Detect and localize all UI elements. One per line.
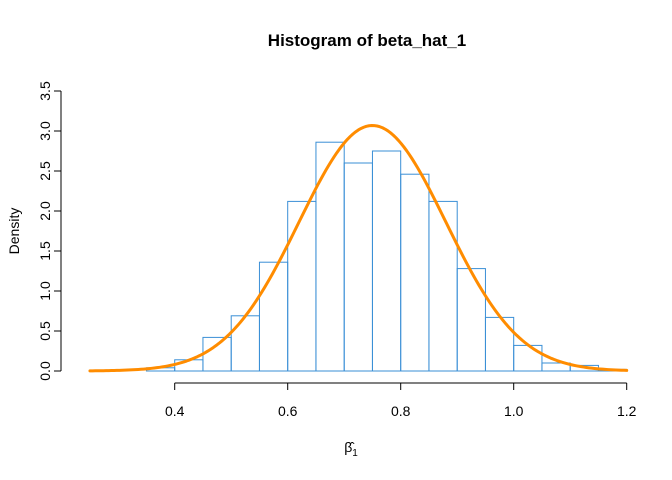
histogram-bar xyxy=(456,268,486,372)
histogram-bar xyxy=(428,200,458,372)
y-axis-label: Density xyxy=(6,208,22,255)
x-axis: 0.4 0.6 0.8 1.0 1.2 xyxy=(165,382,637,419)
y-tick-label: 3.5 xyxy=(37,81,53,101)
y-tick-label: 2.5 xyxy=(37,161,53,181)
histogram-bar xyxy=(400,173,430,372)
histogram-bar xyxy=(371,150,402,372)
histogram-bar xyxy=(484,316,515,372)
x-axis-label: β̂1 xyxy=(344,439,358,459)
x-tick-label: 0.6 xyxy=(278,403,298,419)
histogram-bar xyxy=(315,141,345,372)
y-tick-label: 1.0 xyxy=(37,281,53,301)
x-tick-label: 0.8 xyxy=(391,403,411,419)
y-tick-label: 2.0 xyxy=(37,201,53,221)
y-tick-label: 0.5 xyxy=(37,321,53,341)
chart-title: Histogram of beta_hat_1 xyxy=(268,31,466,50)
x-axis-label-subscript: 1 xyxy=(352,448,358,459)
x-axis-label-symbol: β̂ xyxy=(344,439,355,455)
histogram-bar xyxy=(202,336,232,372)
histogram-bar xyxy=(343,162,373,372)
x-tick-label: 1.0 xyxy=(504,403,524,419)
y-tick-label: 1.5 xyxy=(37,241,53,261)
x-tick-label: 0.4 xyxy=(165,403,185,419)
x-tick-label: 1.2 xyxy=(617,403,637,419)
histogram-bar xyxy=(287,200,317,372)
y-tick-label: 3.0 xyxy=(37,121,53,141)
histogram-bar xyxy=(513,344,543,372)
histogram-bar xyxy=(258,261,289,372)
histogram-bars xyxy=(145,141,628,372)
density-curve-layer xyxy=(88,124,629,373)
y-axis: 0.0 0.5 1.0 1.5 2.0 2.5 3.0 3.5 xyxy=(37,81,62,381)
y-tick-label: 0.0 xyxy=(37,361,53,381)
histogram-bar xyxy=(230,315,260,372)
density-curve xyxy=(88,124,629,373)
